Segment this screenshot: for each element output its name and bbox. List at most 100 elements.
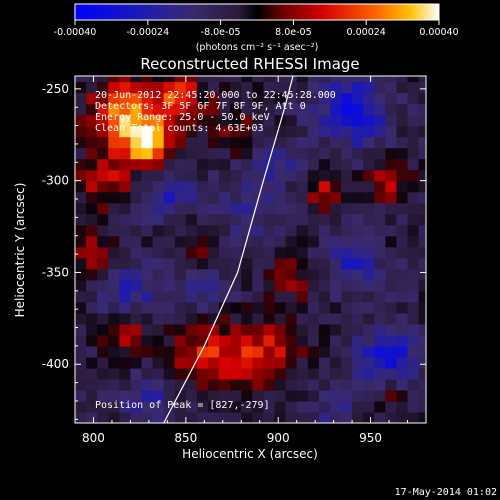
heatmap-cell (174, 224, 187, 237)
heatmap-cell (352, 191, 364, 204)
heatmap-cell (363, 180, 375, 193)
heatmap-cell (252, 400, 265, 413)
heatmap-cell (130, 191, 143, 204)
heatmap-cell (163, 356, 176, 369)
heatmap-cell (241, 290, 253, 303)
heatmap-cell (307, 180, 320, 193)
heatmap-cell (174, 334, 187, 347)
heatmap-cell (418, 213, 426, 226)
heatmap-cell (174, 356, 187, 369)
heatmap-cell (75, 378, 87, 391)
heatmap-cell (208, 356, 220, 369)
heatmap-cell (86, 378, 98, 391)
heatmap-cell (230, 224, 242, 237)
heatmap-cell (318, 334, 331, 347)
heatmap-cell (352, 235, 364, 248)
heatmap-cell (252, 268, 265, 281)
heatmap-cell (75, 268, 87, 281)
heatmap-cell (185, 301, 198, 314)
heatmap-cell (296, 257, 309, 270)
heatmap-cell (230, 411, 242, 423)
heatmap-cell (141, 213, 154, 226)
heatmap-cell (341, 323, 353, 336)
heatmap-cell (75, 213, 87, 226)
heatmap-cell (385, 257, 398, 270)
heatmap-cell (174, 81, 187, 94)
heatmap-cell (196, 312, 209, 325)
heatmap-cell (86, 224, 98, 237)
heatmap-cell (152, 235, 165, 248)
heatmap-cell (329, 213, 342, 226)
heatmap-cell (219, 125, 231, 138)
heatmap-cell (185, 103, 198, 116)
heatmap-cell (374, 345, 386, 358)
heatmap-cell (296, 400, 309, 413)
heatmap-cell (296, 367, 309, 380)
heatmap-cell (97, 213, 109, 226)
heatmap-cell (418, 257, 426, 270)
heatmap-cell (307, 114, 320, 127)
heatmap-cell (396, 147, 409, 160)
heatmap-cell (296, 92, 309, 105)
heatmap-cell (385, 224, 398, 237)
heatmap-cell (97, 235, 109, 248)
heatmap-cell (307, 103, 320, 116)
heatmap-cell (318, 125, 331, 138)
heatmap-cell (418, 114, 426, 127)
heatmap-cell (307, 158, 320, 171)
y-tick-label: -350 (42, 265, 69, 279)
heatmap-cell (75, 169, 87, 182)
heatmap-cell (396, 169, 409, 182)
heatmap-cell (152, 400, 165, 413)
heatmap-cell (341, 125, 353, 138)
heatmap-cell (341, 334, 353, 347)
heatmap-cell (352, 180, 364, 193)
heatmap-cell (108, 378, 120, 391)
heatmap-cell (407, 180, 420, 193)
heatmap-cell (174, 191, 187, 204)
heatmap-cell (285, 246, 298, 259)
heatmap-cell (196, 323, 209, 336)
heatmap-cell (196, 257, 209, 270)
heatmap-cell (108, 125, 120, 138)
heatmap-cell (318, 158, 331, 171)
heatmap-cell (374, 378, 386, 391)
heatmap-cell (363, 136, 375, 149)
heatmap-cell (385, 158, 398, 171)
heatmap-cell (252, 356, 265, 369)
heatmap-cell (75, 224, 87, 237)
heatmap-cell (318, 378, 331, 391)
heatmap-cell (75, 334, 87, 347)
heatmap-cell (363, 356, 375, 369)
heatmap-cell (329, 76, 342, 83)
heatmap-cell (285, 81, 298, 94)
heatmap-cell (385, 202, 398, 215)
heatmap-cell (307, 213, 320, 226)
heatmap-cell (352, 158, 364, 171)
heatmap-cell (396, 334, 409, 347)
heatmap-cell (208, 367, 220, 380)
heatmap-cell (196, 235, 209, 248)
heatmap-cell (230, 136, 242, 149)
heatmap-cell (174, 411, 187, 423)
heatmap-cell (196, 125, 209, 138)
heatmap-cell (86, 202, 98, 215)
heatmap-cell (241, 367, 253, 380)
heatmap-cell (374, 323, 386, 336)
heatmap-cell (230, 246, 242, 259)
heatmap-cell (196, 400, 209, 413)
heatmap-cell (141, 378, 154, 391)
heatmap-cell (274, 378, 287, 391)
heatmap-cell (307, 345, 320, 358)
heatmap-cell (219, 103, 231, 116)
heatmap-cell (407, 235, 420, 248)
heatmap-cell (274, 92, 287, 105)
heatmap-cell (274, 76, 287, 83)
heatmap-cell (385, 191, 398, 204)
heatmap-cell (252, 136, 265, 149)
heatmap-cell (274, 81, 287, 94)
heatmap-cell (329, 334, 342, 347)
heatmap-cell (329, 246, 342, 259)
heatmap-cell (252, 147, 265, 160)
heatmap-cell (363, 147, 375, 160)
